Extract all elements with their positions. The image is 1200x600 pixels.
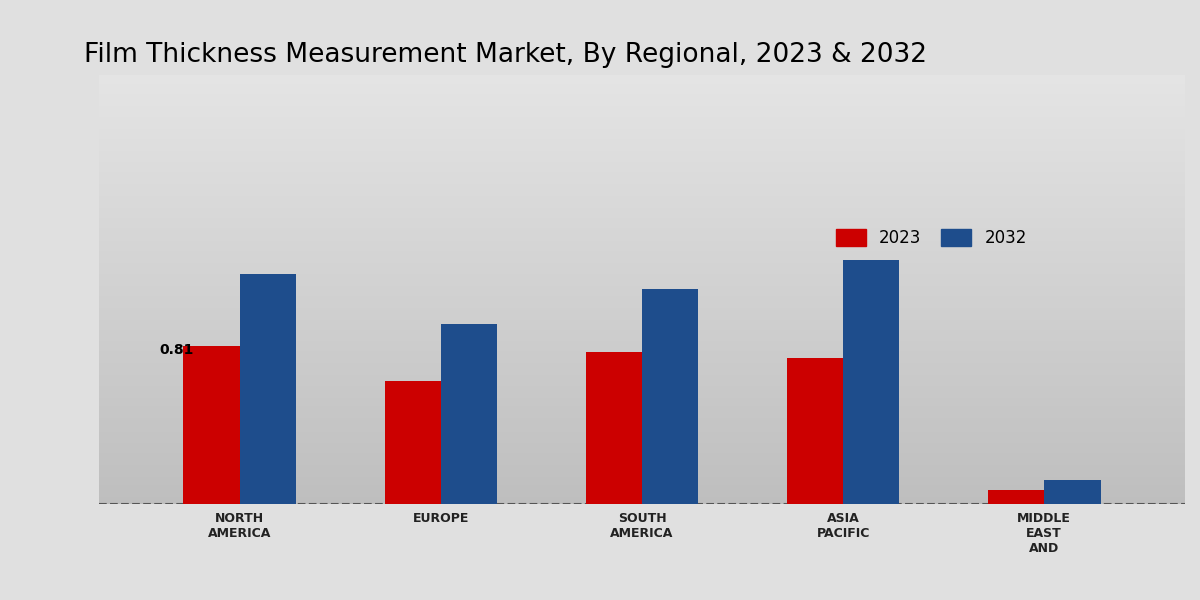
Text: 0.81: 0.81	[160, 343, 193, 356]
Bar	[642, 289, 698, 503]
Bar	[586, 352, 642, 503]
Bar	[988, 490, 1044, 503]
Bar	[440, 325, 497, 503]
Y-axis label: Market Size in USD Billion: Market Size in USD Billion	[0, 182, 10, 396]
Text: Film Thickness Measurement Market, By Regional, 2023 & 2032: Film Thickness Measurement Market, By Re…	[84, 42, 928, 68]
Bar	[787, 358, 844, 503]
Bar	[844, 260, 900, 503]
Bar	[1044, 480, 1100, 503]
Bar	[384, 381, 440, 503]
Bar	[184, 346, 240, 503]
Bar	[240, 274, 296, 503]
Legend: 2023, 2032: 2023, 2032	[828, 221, 1036, 256]
